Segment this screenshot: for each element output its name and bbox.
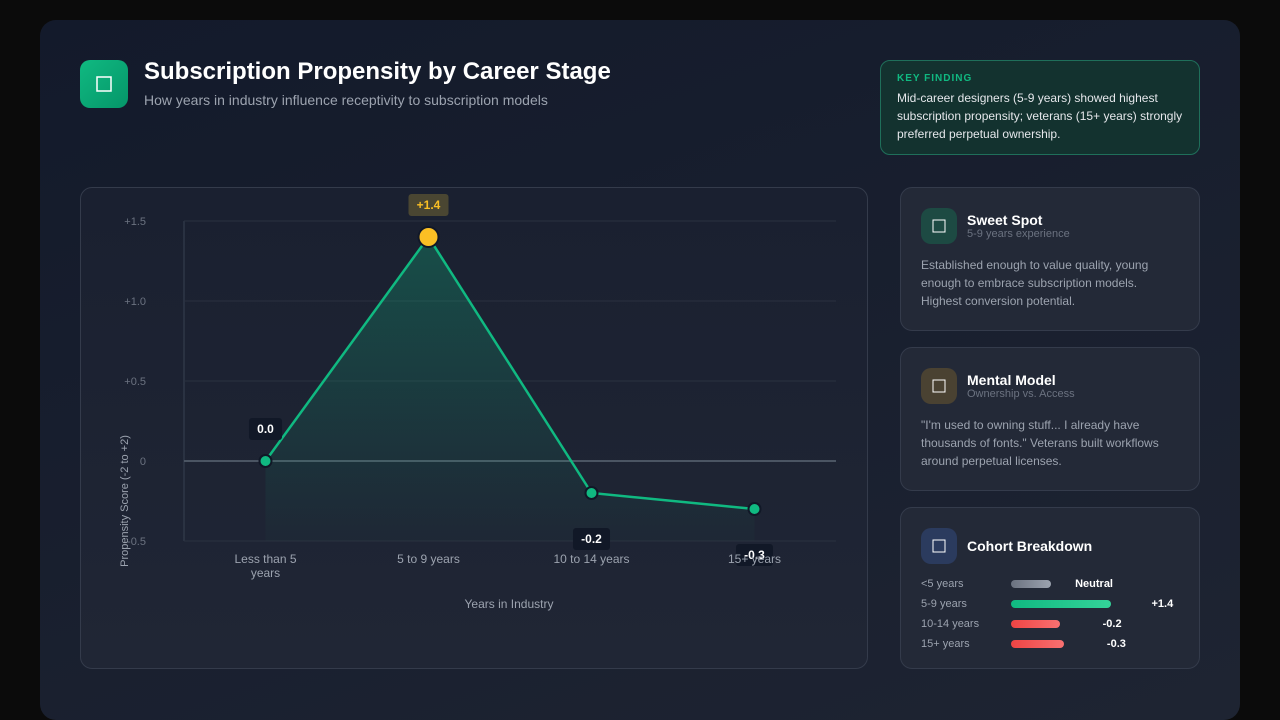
- card-title: Cohort Breakdown: [967, 538, 1093, 554]
- data-label-group: -0.2: [572, 528, 611, 550]
- page: Subscription Propensity by Career Stage …: [40, 20, 1240, 720]
- area: [265, 237, 755, 541]
- card: Mental Model Ownership vs. Access "I'm us…: [900, 347, 1200, 491]
- x-tick-label: 10 to 14 years: [553, 552, 630, 566]
- card-icon: [921, 208, 957, 244]
- y-tick-label: +1.5: [124, 216, 146, 228]
- x-tick-label: 15+ years: [727, 552, 782, 566]
- cohort-bar: [1011, 620, 1060, 628]
- page-subtitle: How years in industry influence receptiv…: [144, 92, 548, 108]
- cohort-value: -0.2: [1102, 618, 1122, 630]
- data-label-bg: [248, 418, 283, 440]
- cohort-value: +1.4: [1151, 598, 1174, 610]
- card-title: Mental Model: [967, 372, 1056, 388]
- point: [584, 486, 599, 500]
- key-finding-label: KEY FINDING: [897, 73, 973, 84]
- card-title: Sweet Spot: [967, 212, 1043, 228]
- x-tick-label: Less than 5 years: [234, 552, 297, 581]
- card-subtitle: Ownership vs. Access: [967, 388, 1075, 400]
- chart-panel: Propensity Score (-2 to +2) Years in Ind…: [80, 187, 868, 669]
- cohort-card: Cohort Breakdown <5 years Neutral 5-9 year…: [900, 507, 1200, 669]
- header-icon: [80, 60, 128, 108]
- card-text: Established enough to value quality, you…: [921, 258, 1149, 308]
- data-label: +1.4: [417, 198, 441, 212]
- cohort-label: 10-14 years: [921, 618, 980, 630]
- data-label: -0.2: [581, 532, 602, 546]
- cohort-label: 15+ years: [921, 638, 970, 650]
- point: [417, 226, 440, 248]
- y-tick-label: +0.5: [124, 376, 146, 388]
- y-tick-label: 0: [140, 456, 146, 468]
- data-label-bg: [572, 528, 611, 550]
- cohort-label: <5 years: [921, 578, 964, 590]
- key-finding: KEY FINDING Mid-career designers (5-9 yea…: [880, 60, 1200, 155]
- page-title: Subscription Propensity by Career Stage: [144, 58, 611, 85]
- y-axis-label: Propensity Score (-2 to +2): [119, 435, 131, 567]
- x-axis-label: Years in Industry: [465, 597, 554, 611]
- data-label: -0.3: [744, 548, 765, 562]
- card-subtitle: 5-9 years experience: [967, 228, 1070, 240]
- cohort-bar: [1011, 600, 1112, 608]
- cohort-row: 10-14 years -0.2: [921, 614, 1179, 634]
- chart: Propensity Score (-2 to +2) Years in Ind…: [119, 194, 836, 611]
- cohort-label: 5-9 years: [921, 598, 967, 610]
- point: [747, 502, 762, 516]
- y-tick-label: +1.0: [124, 296, 146, 308]
- x-tick-label: 5 to 9 years: [397, 552, 460, 566]
- point: [258, 454, 273, 468]
- key-finding-text: Mid-career designers (5-9 years) showed …: [897, 91, 1183, 141]
- data-label-bg: [408, 194, 449, 216]
- line: [264, 234, 755, 511]
- card-icon: [921, 368, 957, 404]
- cohort-bar: [1011, 580, 1051, 588]
- card: Sweet Spot 5-9 years experience Establish…: [900, 187, 1200, 331]
- y-tick-label: -0.5: [127, 536, 146, 548]
- data-label-group: +1.4: [408, 194, 449, 216]
- cohort-bar: [1011, 640, 1064, 648]
- cohort-value: -0.3: [1106, 638, 1126, 650]
- cohort-row: 5-9 years +1.4: [921, 594, 1179, 614]
- cohort-value: Neutral: [1075, 578, 1113, 590]
- data-label-group: 0.0: [248, 418, 283, 440]
- data-label-bg: [735, 544, 774, 566]
- card-icon: [921, 528, 957, 564]
- card-text: "I'm used to owning stuff... I already h…: [921, 418, 1159, 468]
- cohort-row: 15+ years -0.3: [921, 634, 1179, 654]
- data-label-group: -0.3: [735, 544, 774, 566]
- data-label: 0.0: [257, 422, 274, 436]
- cohort-row: <5 years Neutral: [921, 574, 1179, 594]
